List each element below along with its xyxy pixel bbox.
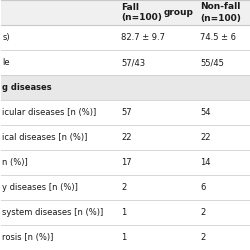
Text: system diseases [n (%)]: system diseases [n (%)] [2, 208, 104, 217]
Text: 57/43: 57/43 [121, 58, 146, 67]
Text: group: group [164, 8, 194, 17]
Bar [0, 0, 250, 25]
Text: 1: 1 [121, 208, 126, 217]
Text: 22: 22 [121, 133, 132, 142]
Bar [0, 125, 250, 150]
Text: y diseases [n (%)]: y diseases [n (%)] [2, 183, 78, 192]
Text: le: le [2, 58, 10, 67]
Text: icular diseases [n (%)]: icular diseases [n (%)] [2, 108, 97, 117]
Text: 55/45: 55/45 [200, 58, 224, 67]
Bar [0, 225, 250, 250]
Text: 2: 2 [121, 183, 126, 192]
Text: 74.5 ± 6: 74.5 ± 6 [200, 33, 236, 42]
Bar [0, 50, 250, 75]
Text: Non-fall
(n=100): Non-fall (n=100) [200, 2, 241, 22]
Bar [0, 150, 250, 175]
Bar [0, 100, 250, 125]
Text: 14: 14 [200, 158, 210, 167]
Text: g diseases: g diseases [2, 83, 52, 92]
Text: 22: 22 [200, 133, 210, 142]
Bar [0, 200, 250, 225]
Text: 2: 2 [200, 233, 205, 242]
Text: 57: 57 [121, 108, 132, 117]
Bar [0, 0, 1, 250]
Text: 6: 6 [200, 183, 205, 192]
Bar [0, 175, 250, 200]
Text: s): s) [2, 33, 10, 42]
Text: 2: 2 [200, 208, 205, 217]
Bar [0, 75, 250, 100]
Text: rosis [n (%)]: rosis [n (%)] [2, 233, 54, 242]
Text: 82.7 ± 9.7: 82.7 ± 9.7 [121, 33, 165, 42]
Text: n (%)]: n (%)] [2, 158, 28, 167]
Text: Fall
(n=100): Fall (n=100) [121, 3, 162, 22]
Text: 1: 1 [121, 233, 126, 242]
Text: 54: 54 [200, 108, 210, 117]
Text: ical diseases [n (%)]: ical diseases [n (%)] [2, 133, 88, 142]
Text: 17: 17 [121, 158, 132, 167]
Bar [0, 25, 250, 50]
